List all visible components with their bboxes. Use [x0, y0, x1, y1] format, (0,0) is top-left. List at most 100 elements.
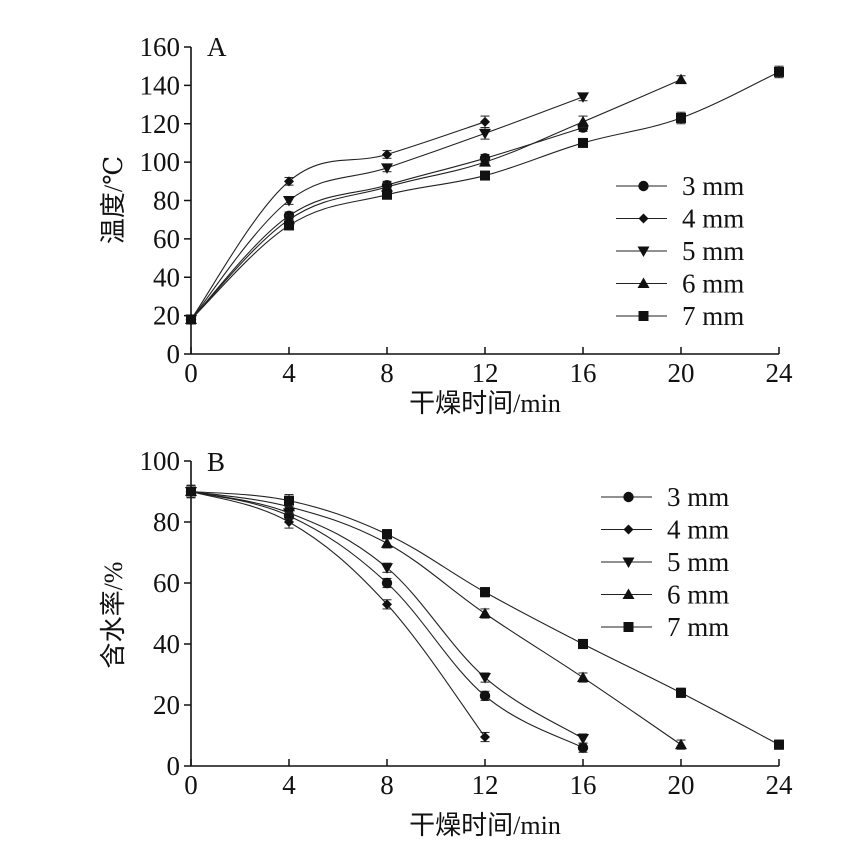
panel-a-data-point	[479, 156, 491, 167]
panel-a-data-point	[284, 220, 294, 231]
panel-a-data-point	[675, 73, 687, 85]
panel-a-data-point	[479, 128, 491, 140]
panel-b-data-point	[479, 673, 491, 684]
panel-a-data-point	[577, 115, 589, 127]
panel-a-x-axis-label: 干燥时间/min	[409, 389, 561, 418]
panel-b-label: B	[207, 447, 225, 477]
panel-b-x-tick-label: 20	[668, 770, 695, 800]
panel-b-legend-label: 7 mm	[667, 612, 729, 642]
panel-a-legend-item: 7 mm	[616, 301, 744, 331]
panel-a-data-point	[480, 116, 490, 127]
panel-a-legend-item: 4 mm	[616, 204, 744, 234]
panel-a-y-tick-label: 80	[153, 186, 180, 216]
panel-a-x-tick-label: 24	[766, 358, 794, 388]
panel-a-legend-marker	[638, 180, 649, 192]
panel-a-data-point	[283, 196, 295, 207]
panel-b-legend-marker	[622, 588, 635, 599]
panel-a-legend-marker	[637, 246, 650, 257]
panel-a-data-point	[676, 112, 686, 123]
panel-b-x-tick-label: 0	[184, 770, 198, 800]
panel-b-data-point	[381, 563, 393, 574]
panel-b-moisture-chart: B 干燥时间/min 含水率/% 0 20 40 60 80 100 0 4 8 12 16 20 24…	[99, 446, 793, 840]
panel-b-series-6mm	[185, 484, 687, 750]
panel-b-data-point	[284, 495, 294, 506]
panel-b-data-point	[774, 739, 784, 750]
panel-a-data-point	[578, 137, 588, 148]
panel-a-data-point	[381, 181, 393, 192]
panel-b-y-axis-label: 含水率/%	[99, 562, 128, 669]
panel-b-data-point	[381, 577, 393, 589]
panel-b-x-tick-label: 24	[766, 770, 794, 800]
panel-b-data-point	[577, 671, 589, 683]
panel-b-y-tick-label: 40	[153, 629, 180, 659]
panel-a-legend-marker	[638, 213, 649, 224]
panel-b-data-point	[382, 529, 392, 540]
panel-b-x-tick-label: 8	[380, 770, 394, 800]
panel-a-legend-label: 5 mm	[682, 236, 744, 266]
panel-b-legend-item: 3 mm	[601, 482, 729, 512]
panel-a-legend-label: 4 mm	[682, 204, 744, 234]
panel-b-legend-label: 4 mm	[667, 515, 729, 545]
panel-b-legend-label: 5 mm	[667, 547, 729, 577]
panel-a-data-point	[382, 189, 392, 200]
panel-b-x-axis-label: 干燥时间/min	[409, 811, 561, 840]
panel-a-y-tick-label: 160	[140, 32, 181, 62]
panel-b-series-line	[190, 490, 486, 738]
panel-a-legend-label: 3 mm	[682, 171, 744, 201]
panel-b-legend-marker	[623, 524, 634, 535]
panel-b-legend-item: 5 mm	[601, 547, 729, 577]
panel-b-x-tick-label: 16	[570, 770, 597, 800]
panel-a-y-tick-label: 0	[167, 339, 181, 369]
panel-a-legend-label: 6 mm	[682, 269, 744, 299]
panel-b-data-point	[578, 639, 588, 649]
panel-a-x-tick-label: 0	[184, 358, 198, 388]
panel-a-data-point	[381, 163, 393, 174]
panel-a-x-tick-label: 12	[472, 358, 499, 388]
panel-b-series-4mm	[186, 484, 490, 743]
panel-b-legend-label: 6 mm	[667, 580, 729, 610]
panel-a-y-axis-label: 温度/℃	[99, 156, 128, 244]
panel-a-legend-item: 6 mm	[616, 269, 744, 299]
panel-a-y-tick-label: 140	[140, 70, 181, 100]
panel-a-series-line	[190, 79, 682, 320]
panel-a-x-tick-label: 4	[282, 358, 296, 388]
panel-b-data-point	[480, 732, 490, 743]
panel-a-y-tick-label: 120	[140, 109, 181, 139]
panel-b-series-5mm	[185, 484, 589, 745]
panel-b-data-point	[284, 517, 294, 527]
panel-b-x-tick-label: 12	[472, 770, 499, 800]
panel-b-legend-marker	[623, 491, 634, 503]
panel-b-data-point	[675, 738, 687, 750]
panel-a-y-tick-label: 100	[140, 147, 181, 177]
panel-b-legend-item: 7 mm	[601, 612, 729, 642]
panel-b-legend-item: 4 mm	[601, 515, 729, 545]
panel-a-legend-item: 5 mm	[616, 236, 744, 266]
panel-b-legend-label: 3 mm	[667, 482, 729, 512]
panel-b-data-point	[186, 486, 196, 497]
panel-b-data-point	[577, 742, 589, 753]
panel-b-data-point	[480, 587, 490, 598]
panel-b-series-3mm	[185, 484, 589, 753]
panel-a-series-6mm	[185, 73, 687, 324]
panel-a-legend-label: 7 mm	[682, 301, 744, 331]
panel-a-data-point	[382, 149, 392, 160]
panel-a-data-point	[186, 314, 196, 325]
panel-b-legend-marker	[622, 557, 635, 568]
panel-a-series-7mm	[186, 65, 784, 325]
panel-a-series-5mm	[185, 92, 589, 326]
panel-a-data-point	[284, 176, 294, 187]
panel-a-legend-marker	[637, 277, 650, 288]
panel-a-y-tick-label: 40	[153, 262, 180, 292]
panel-b-y-tick-label: 20	[153, 690, 180, 720]
panel-a-series-line	[190, 96, 584, 320]
panel-a-legend-marker	[638, 311, 649, 321]
panel-b-y-tick-label: 60	[153, 568, 180, 598]
panel-a-y-tick-label: 60	[153, 224, 180, 254]
panel-a-data-point	[774, 66, 784, 77]
panel-b-x-tick-label: 4	[282, 770, 296, 800]
panel-b-data-point	[577, 734, 589, 745]
panel-b-data-point	[381, 537, 393, 548]
panel-b-data-point	[479, 690, 491, 702]
panel-b-series-7mm	[186, 484, 784, 750]
